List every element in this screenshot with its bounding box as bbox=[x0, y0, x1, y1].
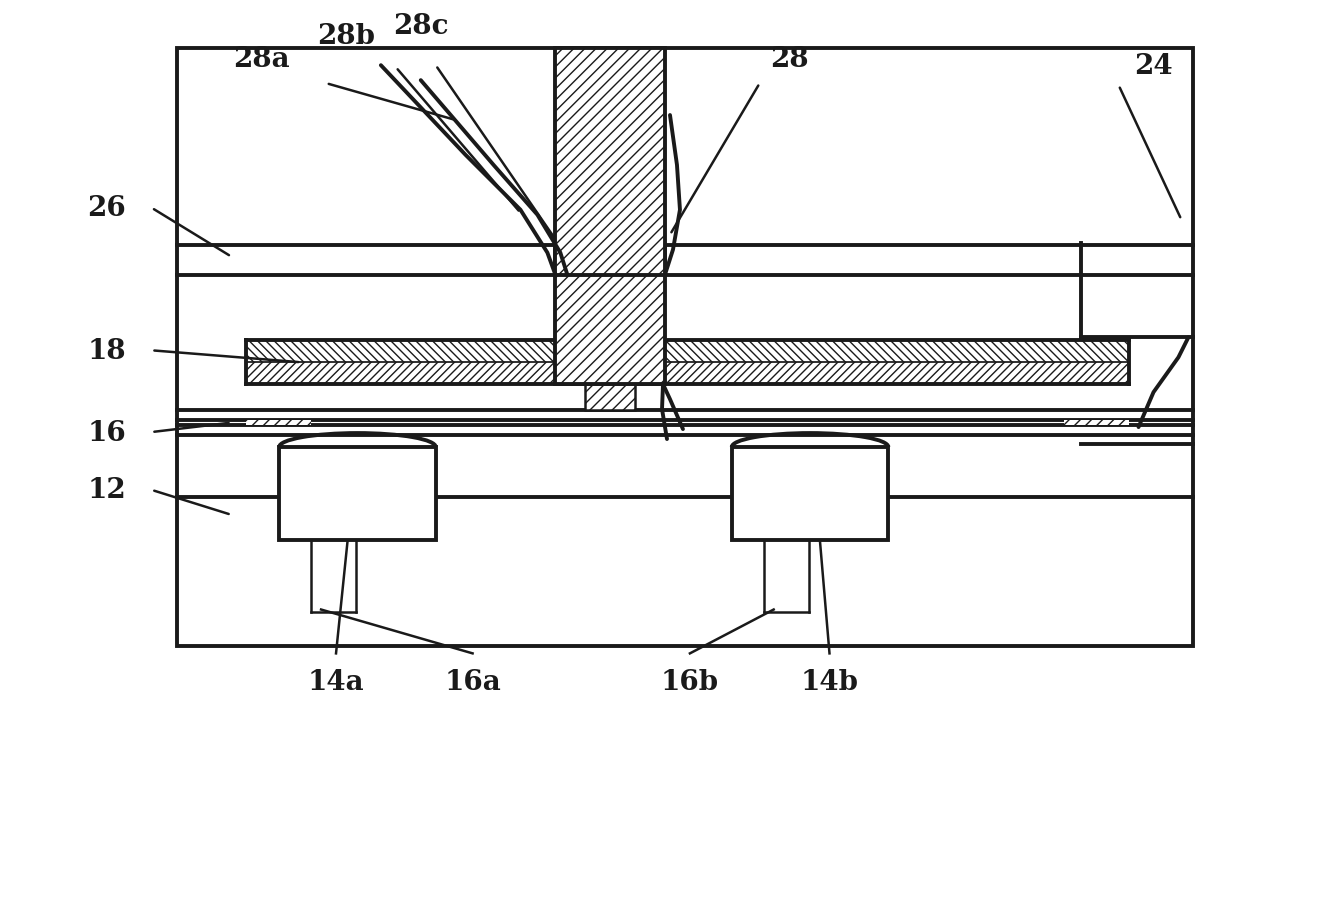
Bar bbox=[177, 50, 1193, 647]
Bar bbox=[246, 341, 1128, 363]
Text: 26: 26 bbox=[88, 195, 127, 222]
Bar bbox=[731, 447, 888, 540]
Text: 28: 28 bbox=[770, 46, 809, 73]
Bar bbox=[280, 447, 436, 540]
Text: 12: 12 bbox=[88, 477, 127, 504]
Bar bbox=[555, 245, 665, 385]
Text: 28b: 28b bbox=[317, 23, 376, 50]
Text: 16b: 16b bbox=[661, 668, 719, 695]
Text: 28a: 28a bbox=[233, 46, 289, 73]
Bar bbox=[555, 50, 665, 275]
Text: 24: 24 bbox=[1134, 52, 1172, 79]
Bar bbox=[246, 420, 312, 426]
Text: 14b: 14b bbox=[801, 668, 859, 695]
Text: 28c: 28c bbox=[393, 13, 449, 40]
Text: 16a: 16a bbox=[444, 668, 501, 695]
Text: 18: 18 bbox=[88, 337, 127, 364]
Bar bbox=[246, 363, 1128, 385]
Bar bbox=[1064, 420, 1128, 426]
Text: 16: 16 bbox=[88, 419, 127, 446]
Text: 14a: 14a bbox=[308, 668, 365, 695]
Bar bbox=[585, 385, 635, 410]
